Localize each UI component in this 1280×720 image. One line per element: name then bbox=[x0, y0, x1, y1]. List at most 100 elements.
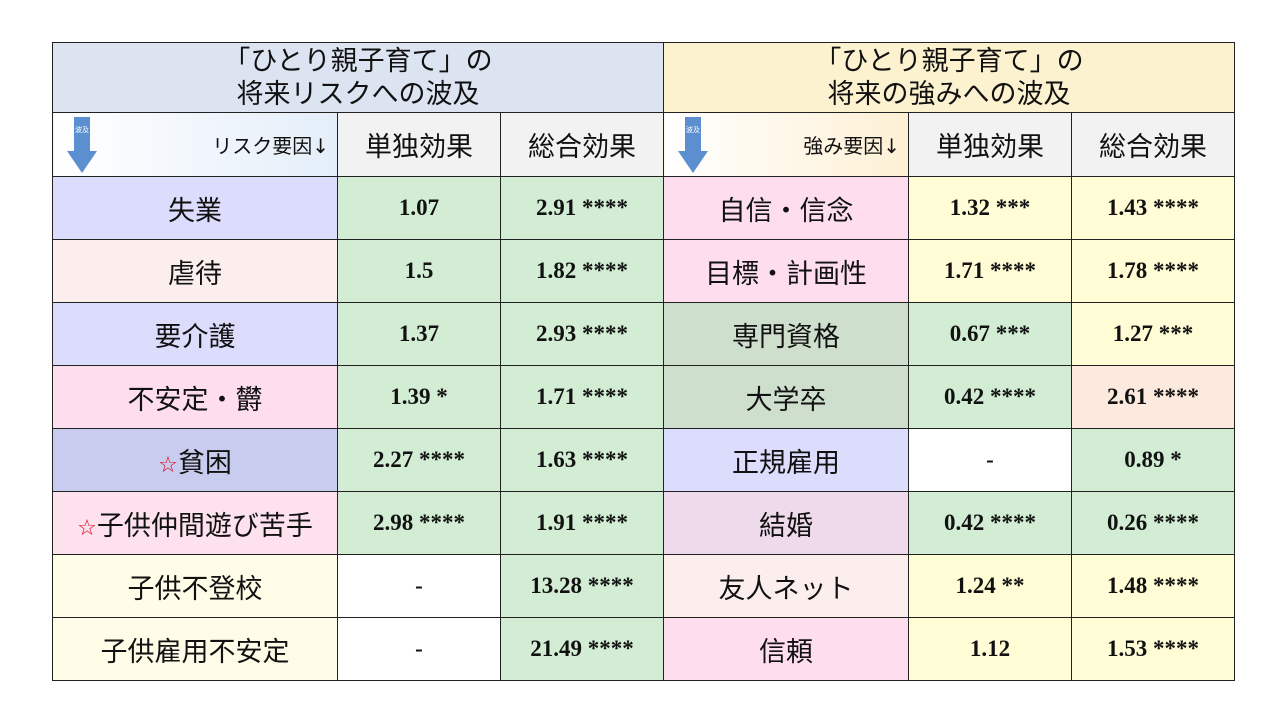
strength-total-text: 0.89 * bbox=[1124, 447, 1182, 472]
table-row: ☆貧困 2.27 **** 1.63 **** 正規雇用 - 0.89 * bbox=[52, 428, 1236, 492]
risk-header: 「ひとり親子育て」の 将来リスクへの波及 bbox=[51, 42, 665, 113]
strength-total-text: 1.27 *** bbox=[1112, 321, 1194, 346]
strength-single-text: 0.42 **** bbox=[944, 510, 1037, 535]
risk-total-cell: 1.71 **** bbox=[499, 365, 665, 429]
risk-single-cell: 1.5 bbox=[337, 239, 501, 303]
risk-single-text: 2.27 **** bbox=[373, 447, 465, 472]
strength-total-header: 総合効果 bbox=[1071, 112, 1236, 177]
risk-name-text: 失業 bbox=[168, 195, 222, 227]
risk-name-text: 子供雇用不安定 bbox=[100, 636, 290, 668]
strength-total-cell: 0.89 * bbox=[1071, 428, 1236, 492]
subheader-row: 波及 リスク要因↓ 単独効果 総合効果 波及 強み要因↓ 単独効果 総合効果 bbox=[52, 112, 1236, 177]
strength-name-cell: 正規雇用 bbox=[663, 428, 910, 492]
risk-total-text: 1.82 **** bbox=[536, 258, 628, 283]
strength-single-text: 1.24 ** bbox=[955, 573, 1025, 598]
table-row: 虐待 1.5 1.82 **** 目標・計画性 1.71 **** 1.78 **** bbox=[52, 239, 1236, 303]
table-row: 子供雇用不安定 - 21.49 **** 信頼 1.12 1.53 **** bbox=[52, 617, 1236, 681]
table-row: ☆子供仲間遊び苦手 2.98 **** 1.91 **** 結婚 0.42 **** 0.… bbox=[52, 491, 1236, 555]
strength-single-text: 0.42 **** bbox=[944, 384, 1037, 409]
risk-single-text: - bbox=[415, 636, 423, 661]
arrow-label: 波及 bbox=[75, 125, 89, 134]
risk-single-cell: - bbox=[337, 554, 501, 618]
strength-name-text: 専門資格 bbox=[732, 321, 841, 353]
strength-single-cell: - bbox=[908, 428, 1073, 492]
risk-total-text: 1.91 **** bbox=[536, 510, 628, 535]
strength-total-cell: 1.27 *** bbox=[1071, 302, 1236, 366]
risk-factor-label: リスク要因↓ bbox=[212, 134, 329, 158]
strength-name-text: 自信・信念 bbox=[718, 195, 854, 227]
risk-name-text: 不安定・欝 bbox=[127, 384, 263, 416]
strength-name-text: 結婚 bbox=[759, 510, 814, 542]
strength-name-cell: 目標・計画性 bbox=[663, 239, 910, 303]
strength-header: 「ひとり親子育て」の 将来の強みへの波及 bbox=[663, 42, 1236, 113]
risk-name-text: 子供仲間遊び苦手 bbox=[96, 510, 313, 542]
strength-name-text: 大学卒 bbox=[745, 384, 827, 416]
strength-name-text: 目標・計画性 bbox=[705, 258, 868, 290]
risk-single-header: 単独効果 bbox=[337, 112, 501, 177]
strength-total-text: 1.43 **** bbox=[1107, 195, 1200, 220]
risk-name-text: 要介護 bbox=[154, 321, 236, 353]
strength-single-cell: 0.42 **** bbox=[908, 491, 1073, 555]
strength-single-cell: 0.42 **** bbox=[908, 365, 1073, 429]
risk-total-cell: 1.91 **** bbox=[499, 491, 665, 555]
strength-total-cell: 2.61 **** bbox=[1071, 365, 1236, 429]
risk-single-text: 2.98 **** bbox=[373, 510, 465, 535]
strength-header-line2: 将来の強みへの波及 bbox=[827, 78, 1071, 110]
down-arrow-icon: 波及 bbox=[67, 117, 97, 173]
risk-name-cell: 子供雇用不安定 bbox=[52, 617, 338, 681]
risk-single-cell: 1.07 bbox=[337, 176, 501, 240]
risk-total-text: 1.63 **** bbox=[536, 447, 628, 472]
strength-single-cell: 1.71 **** bbox=[908, 239, 1073, 303]
risk-name-text: 子供不登校 bbox=[127, 573, 263, 605]
strength-name-cell: 大学卒 bbox=[663, 365, 910, 429]
table-row: 失業 1.07 2.91 **** 自信・信念 1.32 *** 1.43 **** bbox=[52, 176, 1236, 240]
risk-total-cell: 1.63 **** bbox=[499, 428, 665, 492]
risk-total-text: 2.91 **** bbox=[536, 195, 628, 220]
strength-single-text: 1.12 bbox=[969, 636, 1011, 661]
strength-total-cell: 1.43 **** bbox=[1071, 176, 1236, 240]
risk-name-cell: ☆子供仲間遊び苦手 bbox=[52, 491, 338, 555]
arrow-label: 波及 bbox=[686, 125, 700, 134]
effects-table: 「ひとり親子育て」の 将来リスクへの波及 「ひとり親子育て」の 将来の強みへの波… bbox=[51, 42, 1236, 681]
strength-single-cell: 1.24 ** bbox=[908, 554, 1073, 618]
risk-header-line1: 「ひとり親子育て」の bbox=[223, 45, 493, 77]
risk-single-text: 1.5 bbox=[404, 258, 434, 283]
strength-total-text: 1.78 **** bbox=[1107, 258, 1200, 283]
risk-total-text: 13.28 **** bbox=[530, 573, 634, 598]
risk-header-line2: 将来リスクへの波及 bbox=[236, 78, 480, 110]
risk-total-text: 2.93 **** bbox=[536, 321, 628, 346]
risk-single-text: 1.07 bbox=[398, 195, 440, 220]
strength-name-cell: 自信・信念 bbox=[663, 176, 910, 240]
strength-name-text: 信頼 bbox=[759, 636, 814, 668]
strength-total-cell: 0.26 **** bbox=[1071, 491, 1236, 555]
risk-name-text: 貧困 bbox=[177, 447, 232, 479]
risk-single-cell: 1.39 * bbox=[337, 365, 501, 429]
star-icon: ☆ bbox=[158, 452, 178, 478]
strength-single-text: - bbox=[986, 447, 994, 472]
strength-single-text: 1.32 *** bbox=[949, 195, 1031, 220]
risk-total-cell: 13.28 **** bbox=[499, 554, 665, 618]
table-row: 要介護 1.37 2.93 **** 専門資格 0.67 *** 1.27 *** bbox=[52, 302, 1236, 366]
strength-total-cell: 1.48 **** bbox=[1071, 554, 1236, 618]
risk-name-text: 虐待 bbox=[168, 258, 222, 290]
risk-single-cell: 2.98 **** bbox=[337, 491, 501, 555]
risk-name-cell: 子供不登校 bbox=[52, 554, 338, 618]
strength-single-text: 1.71 **** bbox=[944, 258, 1037, 283]
strength-single-header: 単独効果 bbox=[908, 112, 1073, 177]
strength-single-text: 0.67 *** bbox=[949, 321, 1031, 346]
risk-single-cell: 1.37 bbox=[337, 302, 501, 366]
star-icon: ☆ bbox=[77, 515, 97, 541]
risk-name-cell: 不安定・欝 bbox=[52, 365, 338, 429]
table-row: 子供不登校 - 13.28 **** 友人ネット 1.24 ** 1.48 **** bbox=[52, 554, 1236, 618]
strength-name-cell: 結婚 bbox=[663, 491, 910, 555]
strength-total-cell: 1.53 **** bbox=[1071, 617, 1236, 681]
risk-factor-header: 波及 リスク要因↓ bbox=[52, 112, 338, 177]
risk-total-header: 総合効果 bbox=[499, 112, 665, 177]
strength-total-text: 1.53 **** bbox=[1107, 636, 1200, 661]
strength-name-text: 友人ネット bbox=[718, 573, 854, 605]
header-row: 「ひとり親子育て」の 将来リスクへの波及 「ひとり親子育て」の 将来の強みへの波… bbox=[51, 42, 1236, 113]
risk-single-text: 1.37 bbox=[398, 321, 440, 346]
strength-total-text: 0.26 **** bbox=[1107, 510, 1200, 535]
risk-name-cell: ☆貧困 bbox=[52, 428, 338, 492]
risk-total-cell: 1.82 **** bbox=[499, 239, 665, 303]
